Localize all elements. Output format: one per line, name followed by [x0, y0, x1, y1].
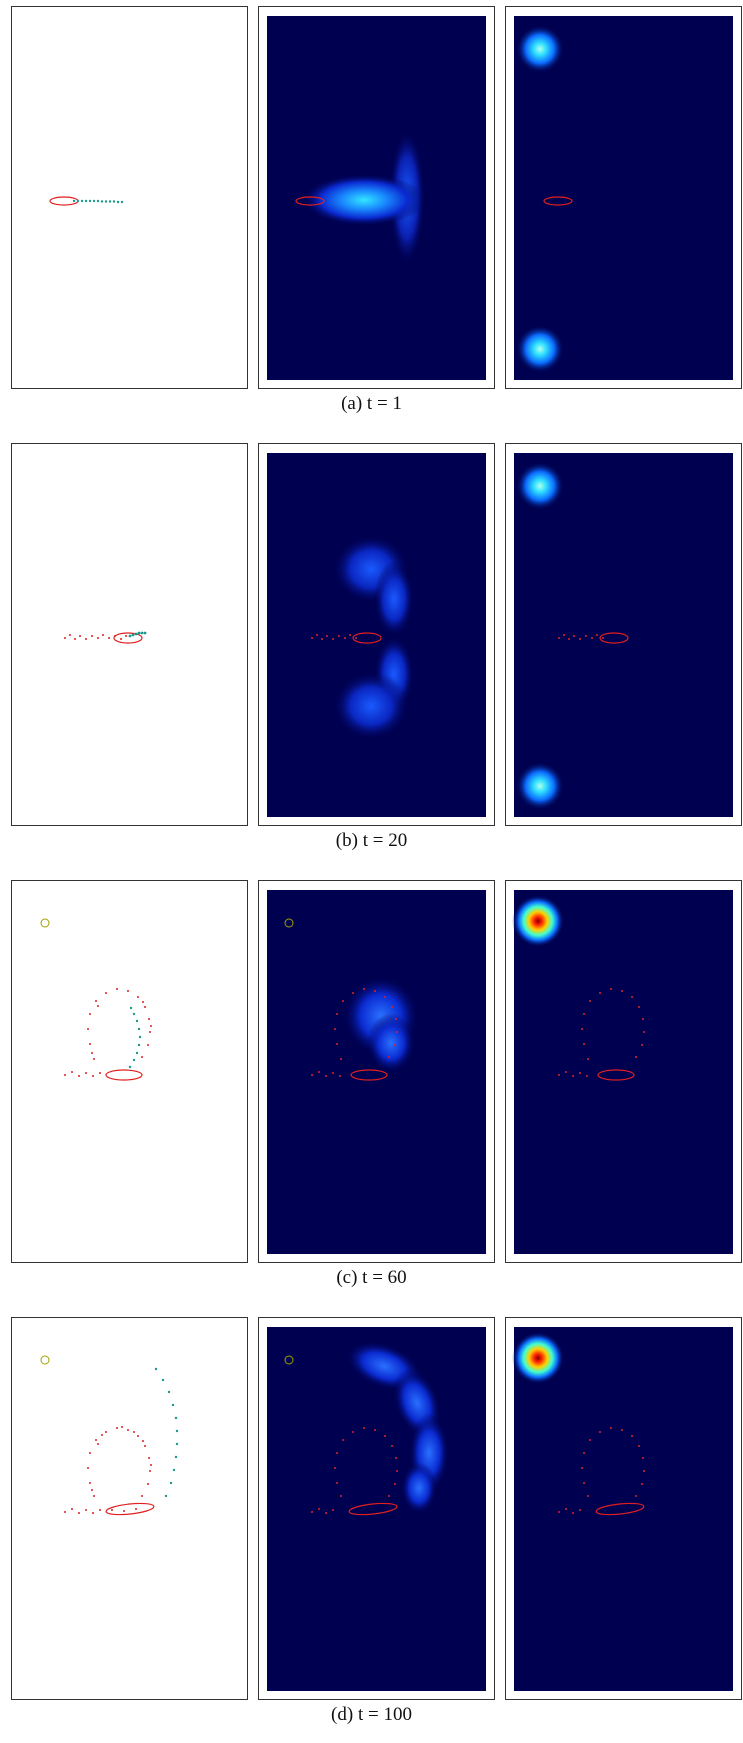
- agent-ellipse: [105, 1502, 155, 1516]
- agent-ellipse: [599, 632, 629, 644]
- caption-b: (b) t = 20: [335, 830, 408, 851]
- past-trajectory: [558, 634, 604, 640]
- trajectory-panel-a: [11, 6, 248, 389]
- predicted-path: [128, 1006, 142, 1069]
- caption-c: (c) t = 60: [336, 1267, 407, 1288]
- trajectory-panel-c: [11, 880, 248, 1263]
- past-trajectory: [64, 634, 127, 640]
- heatmap-panel-d-right: [505, 1317, 742, 1700]
- predicted-path: [128, 631, 147, 638]
- heatmap-panel-a-middle: [258, 6, 495, 389]
- agent-ellipse: [352, 632, 382, 644]
- figure-row-a: (a) t = 1: [0, 0, 743, 432]
- goal-marker: [40, 1355, 50, 1365]
- agent-ellipse: [597, 1069, 635, 1081]
- heatmap-panel-d-middle: [258, 1317, 495, 1700]
- heatmap-plot: [267, 16, 486, 380]
- heatmap-panel-c-right: [505, 880, 742, 1263]
- trajectory-plot: [40, 1355, 179, 1516]
- trajectory-plot: [49, 196, 124, 206]
- heatmap-panel-b-middle: [258, 443, 495, 826]
- trajectory-panel-d: [11, 1317, 248, 1700]
- past-trajectory: [311, 634, 357, 640]
- goal-marker: [284, 1355, 294, 1365]
- agent-ellipse: [113, 632, 143, 644]
- goal-marker: [40, 918, 50, 928]
- trajectory-panel-b: [11, 443, 248, 826]
- past-trajectory: [64, 1426, 152, 1514]
- past-trajectory: [558, 988, 645, 1077]
- figure-row-c: (c) t = 60: [0, 874, 743, 1306]
- trajectory-plot: [40, 918, 152, 1081]
- heatmap-panel-c-middle: [258, 880, 495, 1263]
- heatmap-plot: [267, 453, 486, 817]
- heatmap-panel-b-right: [505, 443, 742, 826]
- caption-a: (a) t = 1: [341, 393, 402, 414]
- agent-ellipse: [105, 1069, 143, 1081]
- caption-d: (d) t = 100: [331, 1704, 412, 1725]
- past-trajectory: [311, 1427, 398, 1514]
- heatmap-plot: [267, 890, 486, 1254]
- predicted-path: [154, 1367, 179, 1498]
- past-trajectory: [311, 988, 398, 1077]
- trajectory-plot: [64, 631, 147, 644]
- figure-row-d: (d) t = 100: [0, 1311, 743, 1743]
- agent-ellipse: [348, 1502, 398, 1516]
- predicted-path: [72, 199, 124, 204]
- goal-marker: [284, 918, 294, 928]
- agent-ellipse: [595, 1502, 645, 1516]
- past-trajectory: [558, 1427, 645, 1514]
- heatmap-plot: [514, 16, 733, 380]
- heatmap-plot: [512, 1327, 733, 1691]
- past-trajectory: [64, 988, 152, 1077]
- agent-ellipse: [295, 196, 325, 206]
- agent-ellipse: [543, 196, 573, 206]
- heatmap-plot: [267, 1327, 486, 1691]
- heatmap-plot: [514, 453, 733, 817]
- figure-row-b: (b) t = 20: [0, 437, 743, 869]
- agent-ellipse: [350, 1069, 388, 1081]
- heatmap-panel-a-right: [505, 6, 742, 389]
- heatmap-plot: [512, 890, 733, 1254]
